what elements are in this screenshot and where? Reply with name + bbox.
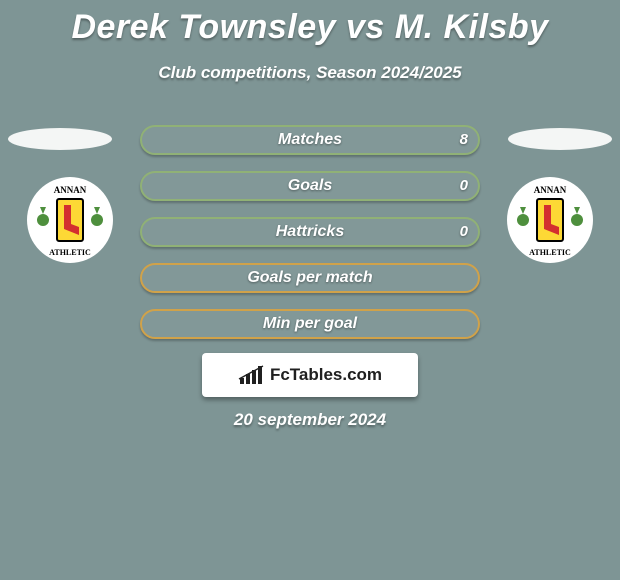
date-text: 20 september 2024 [0, 410, 620, 430]
stat-pill [140, 217, 480, 247]
stat-pill [140, 171, 480, 201]
stat-pill [140, 125, 480, 155]
page-root: Derek Townsley vs M. Kilsby Club competi… [0, 0, 620, 580]
stats-block: Matches8Goals0Hattricks0Goals per matchM… [0, 117, 620, 347]
brand-text: FcTables.com [270, 365, 382, 385]
stat-row: Hattricks0 [0, 209, 620, 255]
page-title: Derek Townsley vs M. Kilsby [0, 0, 620, 47]
stat-pill [140, 263, 480, 293]
stat-row: Matches8 [0, 117, 620, 163]
stat-row: Goals per match [0, 255, 620, 301]
stat-pill [140, 309, 480, 339]
brand-card[interactable]: FcTables.com [202, 353, 418, 397]
stat-row: Min per goal [0, 301, 620, 347]
stat-row: Goals0 [0, 163, 620, 209]
bar-chart-icon [238, 364, 266, 386]
page-subtitle: Club competitions, Season 2024/2025 [0, 63, 620, 83]
